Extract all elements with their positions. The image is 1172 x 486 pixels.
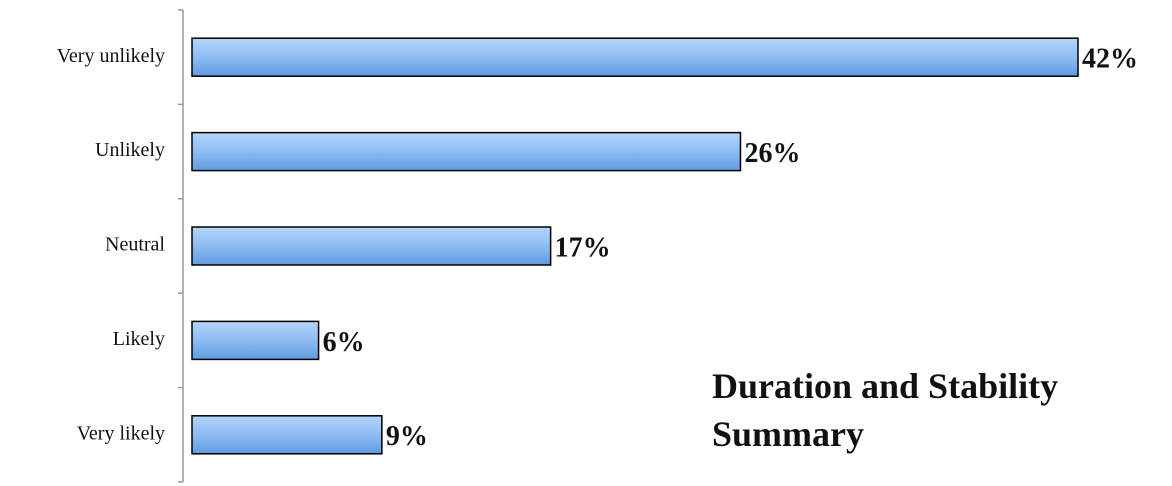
chart-title: Duration and Stability Summary [712,366,1059,454]
category-label: Very likely [77,422,165,444]
bar [191,37,1079,77]
bar [191,415,383,455]
bar [191,320,320,361]
value-label: 42% [1082,44,1138,75]
value-label: 6% [323,327,365,358]
category-label: Likely [113,328,165,350]
value-label: 26% [744,138,800,169]
bar [191,131,742,172]
value-label: 9% [386,421,428,452]
value-label: 17% [555,232,611,263]
bar [191,226,552,266]
category-label: Unlikely [95,139,165,161]
category-label: Very unlikely [57,45,165,67]
category-label: Neutral [105,234,165,256]
